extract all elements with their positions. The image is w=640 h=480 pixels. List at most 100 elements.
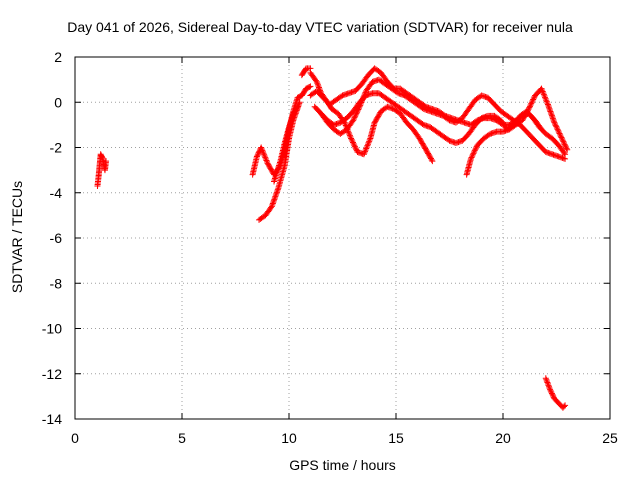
data-point <box>355 106 362 113</box>
y-axis-label: SDTVAR / TECUs <box>9 180 25 294</box>
data-point <box>375 113 382 120</box>
data-point <box>547 386 554 393</box>
data-point <box>420 142 427 149</box>
data-point <box>543 97 550 104</box>
data-point <box>562 142 569 149</box>
data-point <box>259 147 266 154</box>
data-point <box>417 136 424 143</box>
data-point <box>473 144 480 151</box>
data-point <box>560 138 567 145</box>
data-point <box>268 166 275 173</box>
data-point <box>376 110 383 117</box>
series-arc-01 <box>94 151 110 189</box>
data-point <box>426 153 433 160</box>
data-point <box>371 119 378 126</box>
data-point <box>315 83 322 90</box>
data-point <box>562 402 569 409</box>
data-point <box>357 102 364 109</box>
data-point <box>315 84 322 91</box>
x-axis-label: GPS time / hours <box>289 457 396 473</box>
data-point <box>471 147 478 154</box>
series-arc-08 <box>311 90 569 158</box>
data-point <box>549 391 556 398</box>
data-point <box>261 153 268 160</box>
data-point <box>255 149 262 156</box>
data-point <box>559 137 566 144</box>
data-point <box>338 93 345 100</box>
y-tick-label: -10 <box>42 321 62 337</box>
data-point <box>351 114 358 121</box>
series-arc-03 <box>256 99 303 223</box>
data-point <box>374 114 381 121</box>
data-point <box>425 151 432 158</box>
series-arc-06 <box>307 69 436 165</box>
data-point <box>558 134 565 141</box>
data-point <box>553 123 560 130</box>
data-point <box>557 133 564 140</box>
data-point <box>528 100 535 107</box>
data-point <box>522 111 529 118</box>
data-point <box>353 146 360 153</box>
data-point <box>427 155 434 162</box>
data-point <box>361 90 368 97</box>
data-point <box>420 141 427 148</box>
data-point <box>526 103 533 110</box>
data-point <box>372 118 379 125</box>
data-point <box>527 101 534 108</box>
y-tick-label: -8 <box>50 275 63 291</box>
data-point <box>266 162 273 169</box>
data-point <box>364 141 371 148</box>
data-point <box>393 89 400 96</box>
data-point <box>552 120 559 127</box>
data-point <box>373 117 380 124</box>
data-point <box>545 382 552 389</box>
data-point <box>555 127 562 134</box>
data-point <box>375 112 382 119</box>
series-arc-11 <box>542 375 569 411</box>
axis-ticks: 0 5 10 15 20 25 -14 -12 -10 -8 -6 -4 -2 0 2 <box>42 49 618 446</box>
data-point <box>416 135 423 142</box>
data-point <box>543 98 550 105</box>
data-point <box>424 149 431 156</box>
data-point <box>428 156 435 163</box>
data-point <box>469 151 476 158</box>
data-point <box>417 137 424 144</box>
data-point <box>360 151 367 158</box>
data-point <box>263 157 270 164</box>
data-point <box>362 146 369 153</box>
data-point <box>546 383 553 390</box>
data-point <box>352 113 359 120</box>
data-point <box>419 120 426 127</box>
data-point <box>552 122 559 129</box>
data-point <box>521 113 528 120</box>
data-point <box>429 158 436 165</box>
y-tick-label: -6 <box>50 230 63 246</box>
data-point <box>445 116 452 123</box>
data-point <box>553 125 560 132</box>
y-tick-label: 2 <box>54 49 62 65</box>
data-point <box>562 144 569 151</box>
x-tick-label: 25 <box>602 430 618 446</box>
data-point <box>540 91 547 98</box>
data-point <box>358 99 365 106</box>
data-point <box>373 115 380 122</box>
data-point <box>350 115 357 122</box>
y-tick-label: -12 <box>42 366 62 382</box>
data-point <box>551 119 558 126</box>
data-point <box>522 112 529 119</box>
y-tick-label: -4 <box>50 185 63 201</box>
data-point <box>267 165 274 172</box>
data-point <box>519 117 526 124</box>
y-tick-label: -14 <box>42 411 62 427</box>
data-point <box>349 138 356 145</box>
data-point <box>530 95 537 102</box>
data-point <box>262 156 269 163</box>
data-point <box>261 151 268 158</box>
data-point <box>361 92 368 99</box>
data-point <box>254 152 261 159</box>
data-point <box>563 145 570 152</box>
data-point <box>422 145 429 152</box>
data-point <box>342 121 349 128</box>
